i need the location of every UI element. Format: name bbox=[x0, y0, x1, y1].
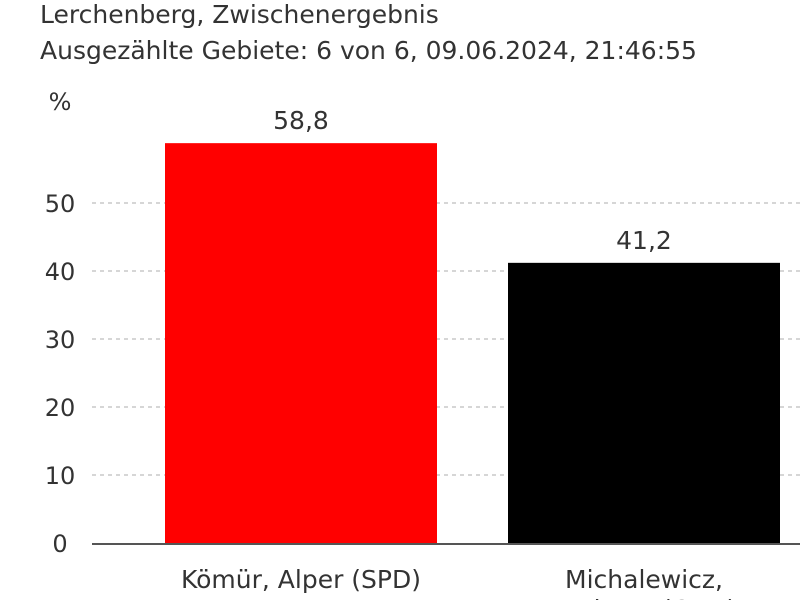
y-tick-label: 10 bbox=[45, 462, 76, 490]
grid-lines bbox=[92, 202, 800, 476]
y-tick-label: 20 bbox=[45, 394, 76, 422]
bar-value-label: 58,8 bbox=[273, 106, 329, 135]
chart-subtitle: Ausgezählte Gebiete: 6 von 6, 09.06.2024… bbox=[40, 36, 697, 65]
data-labels: 58,8 41,2 bbox=[273, 106, 672, 255]
bar-value-label: 41,2 bbox=[616, 226, 672, 255]
bars bbox=[165, 143, 780, 543]
bar bbox=[508, 262, 780, 543]
y-axis-ticks: 0 10 20 30 40 50 bbox=[45, 190, 76, 558]
x-axis-labels: Kömür, Alper (SPD) Michalewicz,Andreas (C… bbox=[181, 565, 736, 600]
x-category-label: Andreas (CDU) bbox=[552, 595, 737, 600]
bar bbox=[165, 143, 437, 543]
x-category-label: Kömür, Alper (SPD) bbox=[181, 565, 421, 594]
y-axis-label: % bbox=[49, 88, 72, 116]
y-tick-label: 0 bbox=[52, 530, 67, 558]
y-tick-label: 40 bbox=[45, 258, 76, 286]
y-tick-label: 50 bbox=[45, 190, 76, 218]
chart-title: Lerchenberg, Zwischenergebnis bbox=[40, 0, 439, 29]
y-tick-label: 30 bbox=[45, 326, 76, 354]
x-category-label: Michalewicz, bbox=[565, 565, 723, 594]
